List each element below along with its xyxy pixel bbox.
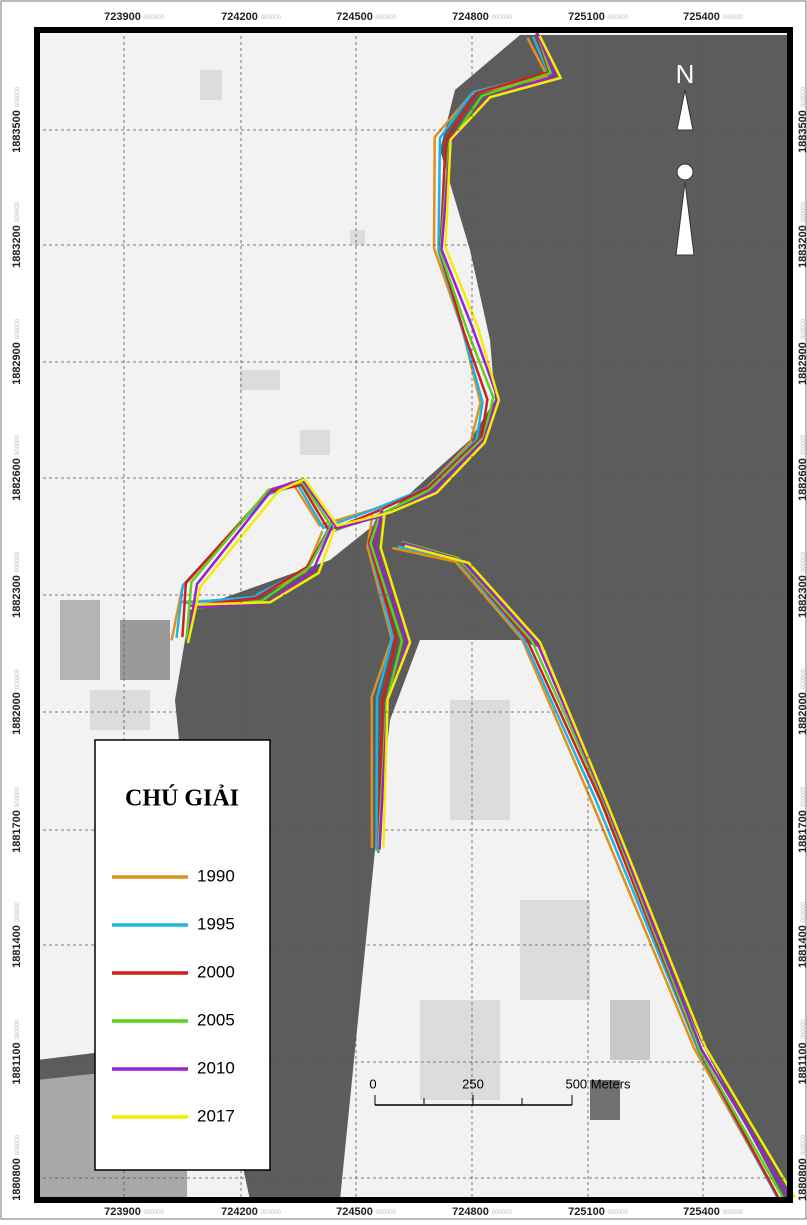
coordinate-suffix: 000000: [801, 86, 807, 107]
coordinate-suffix: 000000: [723, 15, 744, 21]
coordinate-value: 724800: [452, 11, 489, 23]
coordinate-suffix: 000000: [801, 901, 807, 922]
coordinate-value: 1882300: [11, 575, 23, 618]
coordinate-value: 1882900: [797, 342, 807, 385]
coordinate-suffix: 000000: [492, 1210, 513, 1216]
coordinate-suffix: 000000: [801, 1019, 807, 1040]
coordinate-value: 1882000: [11, 692, 23, 735]
coordinate-value: 724200: [221, 11, 258, 23]
coordinate-suffix: 000000: [801, 551, 807, 572]
coordinate-suffix: 000000: [15, 318, 21, 339]
coordinate-value: 1882000: [797, 692, 807, 735]
coordinate-suffix: 000000: [15, 1134, 21, 1155]
legend-label: 1995: [197, 914, 235, 933]
coordinate-value: 725400: [683, 1206, 720, 1218]
coordinate-value: 1883500: [797, 110, 807, 153]
coordinate-suffix: 000000: [15, 901, 21, 922]
coordinate-suffix: 000000: [801, 201, 807, 222]
coordinate-value: 1880800: [797, 1158, 807, 1201]
scale-label: 0: [369, 1076, 376, 1091]
coordinate-suffix: 000000: [801, 434, 807, 455]
coordinate-value: 1883200: [797, 225, 807, 268]
coordinate-value: 725400: [683, 11, 720, 23]
coordinate-suffix: 000000: [15, 1019, 21, 1040]
coordinate-suffix: 000000: [144, 15, 165, 21]
coordinate-suffix: 000000: [608, 15, 629, 21]
coordinate-suffix: 000000: [608, 1210, 629, 1216]
coordinate-value: 1882600: [11, 458, 23, 501]
coordinate-suffix: 000000: [15, 668, 21, 689]
legend-title: CHÚ GIẢI: [125, 786, 239, 812]
coordinate-suffix: 000000: [801, 668, 807, 689]
coordinate-value: 1881100: [797, 1042, 807, 1084]
coordinate-suffix: 000000: [144, 1210, 165, 1216]
coordinate-suffix: 000000: [492, 15, 513, 21]
north-label: N: [676, 59, 695, 89]
map: N 0 250 500 Meters CHÚ GIẢI 1990 1995 2000…: [0, 0, 807, 1220]
coordinate-value: 1883500: [11, 110, 23, 153]
coordinate-value: 725100: [568, 1206, 605, 1218]
coordinate-value: 1881400: [797, 925, 807, 968]
legend: CHÚ GIẢI 1990 1995 2000 2005 2010 2017: [95, 740, 270, 1170]
coordinate-suffix: 000000: [15, 434, 21, 455]
coordinate-suffix: 000000: [261, 15, 282, 21]
coordinate-suffix: 000000: [15, 786, 21, 807]
coordinate-value: 1882300: [797, 575, 807, 618]
coordinate-value: 723900: [104, 1206, 141, 1218]
coordinate-value: 1882600: [797, 458, 807, 501]
coordinate-value: 725100: [568, 11, 605, 23]
coordinate-value: 724800: [452, 1206, 489, 1218]
coordinate-suffix: 000000: [801, 1134, 807, 1155]
coordinate-value: 1881100: [11, 1042, 23, 1084]
coordinate-suffix: 000000: [801, 318, 807, 339]
legend-label: 1990: [197, 866, 235, 885]
coordinate-suffix: 000000: [723, 1210, 744, 1216]
coordinate-value: 723900: [104, 11, 141, 23]
legend-label: 2010: [197, 1058, 235, 1077]
coordinate-suffix: 000000: [15, 551, 21, 572]
coordinate-suffix: 000000: [376, 15, 397, 21]
legend-label: 2017: [197, 1106, 235, 1125]
coordinate-suffix: 000000: [15, 86, 21, 107]
coordinate-value: 1882900: [11, 342, 23, 385]
coordinate-suffix: 000000: [261, 1210, 282, 1216]
coordinate-suffix: 000000: [15, 201, 21, 222]
coordinate-value: 1881700: [11, 810, 23, 853]
coordinate-value: 1880800: [11, 1158, 23, 1201]
arrow-hub: [677, 164, 693, 180]
scale-label: 500 Meters: [565, 1076, 631, 1091]
legend-label: 2005: [197, 1010, 235, 1029]
coordinate-value: 1881400: [11, 925, 23, 968]
coordinate-suffix: 000000: [376, 1210, 397, 1216]
coordinate-value: 1883200: [11, 225, 23, 268]
legend-label: 2000: [197, 962, 235, 981]
scale-label: 250: [462, 1076, 484, 1091]
coordinate-value: 724200: [221, 1206, 258, 1218]
coordinate-value: 724500: [336, 1206, 373, 1218]
coordinate-value: 724500: [336, 11, 373, 23]
coordinate-value: 1881700: [797, 810, 807, 853]
coordinate-suffix: 000000: [801, 786, 807, 807]
